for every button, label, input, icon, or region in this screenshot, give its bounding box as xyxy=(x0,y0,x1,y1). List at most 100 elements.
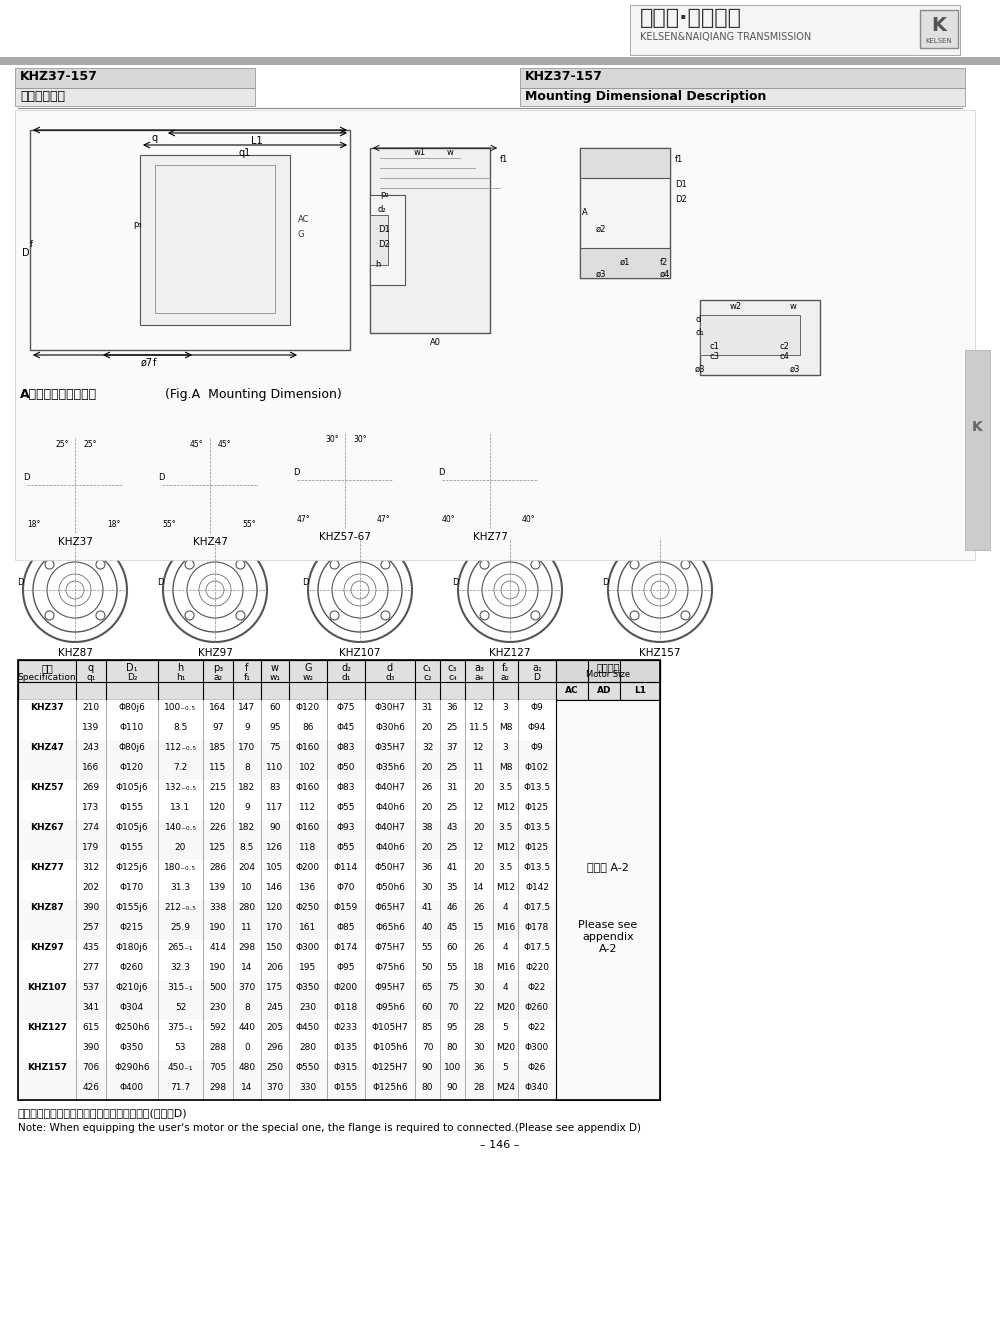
Text: Φ95: Φ95 xyxy=(337,964,355,972)
Text: AC: AC xyxy=(298,215,310,224)
Text: Φ75H7: Φ75H7 xyxy=(374,943,406,951)
Bar xyxy=(18,1060,660,1080)
Text: 46: 46 xyxy=(447,903,458,913)
Text: D: D xyxy=(158,472,164,482)
Text: q1: q1 xyxy=(239,148,251,158)
Text: 45: 45 xyxy=(447,923,458,931)
Text: 280: 280 xyxy=(299,1043,317,1052)
Text: 170: 170 xyxy=(238,743,256,752)
Text: Φ200: Φ200 xyxy=(296,863,320,872)
Text: 112: 112 xyxy=(299,803,317,812)
Text: 14: 14 xyxy=(241,1083,253,1092)
Text: 60: 60 xyxy=(422,1002,433,1012)
Text: f2: f2 xyxy=(660,258,668,267)
Text: c₂: c₂ xyxy=(423,672,432,682)
Text: D1: D1 xyxy=(675,180,687,189)
Text: 7.2: 7.2 xyxy=(173,764,188,772)
Text: 312: 312 xyxy=(82,863,100,872)
Text: D: D xyxy=(293,468,300,476)
Text: 9: 9 xyxy=(244,803,250,812)
Bar xyxy=(370,195,405,285)
Text: KHZ37: KHZ37 xyxy=(58,537,92,548)
Text: 20: 20 xyxy=(422,843,433,852)
Text: 414: 414 xyxy=(210,943,226,951)
Text: 10: 10 xyxy=(241,883,253,892)
Text: 71.7: 71.7 xyxy=(170,1083,191,1092)
Text: KHZ157: KHZ157 xyxy=(27,1063,67,1072)
Text: D: D xyxy=(22,248,30,258)
Text: c₁: c₁ xyxy=(423,663,432,672)
Text: a₂: a₂ xyxy=(213,672,223,682)
Text: 95: 95 xyxy=(447,1023,458,1032)
Text: 265₋₁: 265₋₁ xyxy=(168,943,193,951)
Text: c2: c2 xyxy=(780,342,790,352)
Text: D2: D2 xyxy=(378,240,390,250)
Text: Φ50: Φ50 xyxy=(337,764,355,772)
Text: c3: c3 xyxy=(710,352,720,361)
Text: 38: 38 xyxy=(422,823,433,832)
Text: 25: 25 xyxy=(447,764,458,772)
Text: h₁: h₁ xyxy=(176,672,185,682)
Text: 95: 95 xyxy=(269,723,281,731)
Text: Φ105h6: Φ105h6 xyxy=(372,1043,408,1052)
Text: 30: 30 xyxy=(422,883,433,892)
Text: D: D xyxy=(23,472,30,482)
Bar xyxy=(18,739,660,760)
Text: 210: 210 xyxy=(82,703,100,713)
Text: appendix: appendix xyxy=(582,931,634,942)
Text: 47°: 47° xyxy=(377,515,391,523)
Text: Φ80j6: Φ80j6 xyxy=(119,743,145,752)
Bar xyxy=(370,148,490,333)
Text: 195: 195 xyxy=(299,964,317,972)
Bar xyxy=(18,760,660,780)
Text: Φ35H7: Φ35H7 xyxy=(374,743,406,752)
Text: 见附录 A-2: 见附录 A-2 xyxy=(587,862,629,872)
Text: Φ105H7: Φ105H7 xyxy=(372,1023,408,1032)
Text: 50: 50 xyxy=(422,964,433,972)
Text: Φ125: Φ125 xyxy=(525,843,549,852)
Text: 243: 243 xyxy=(82,743,100,752)
Text: Φ102: Φ102 xyxy=(525,764,549,772)
Text: 83: 83 xyxy=(269,782,281,792)
Text: Φ13.5: Φ13.5 xyxy=(523,823,551,832)
Text: Φ22: Φ22 xyxy=(528,1023,546,1032)
Text: Φ9: Φ9 xyxy=(531,743,543,752)
Text: KHZ37-157: KHZ37-157 xyxy=(525,70,603,83)
Text: 257: 257 xyxy=(82,923,100,931)
Text: 136: 136 xyxy=(299,883,317,892)
Text: D: D xyxy=(602,578,608,586)
Text: 298: 298 xyxy=(238,943,256,951)
Text: Φ105j6: Φ105j6 xyxy=(116,782,148,792)
Text: Φ142: Φ142 xyxy=(525,883,549,892)
Text: 安装结构尺寸: 安装结构尺寸 xyxy=(20,90,65,103)
Text: 370: 370 xyxy=(238,982,256,992)
Text: Φ155: Φ155 xyxy=(120,843,144,852)
Text: 5: 5 xyxy=(503,1023,508,1032)
Text: Φ260: Φ260 xyxy=(120,964,144,972)
Text: f₁: f₁ xyxy=(244,672,250,682)
Bar xyxy=(520,68,965,89)
Text: KHZ127: KHZ127 xyxy=(27,1023,67,1032)
Bar xyxy=(556,660,660,682)
Text: f1: f1 xyxy=(500,154,508,164)
Text: 55°: 55° xyxy=(242,519,256,529)
Text: Φ300: Φ300 xyxy=(525,1043,549,1052)
Text: KHZ107: KHZ107 xyxy=(339,648,381,658)
Text: 86: 86 xyxy=(302,723,314,731)
Text: d: d xyxy=(387,663,393,672)
Text: M16: M16 xyxy=(496,964,515,972)
Text: 226: 226 xyxy=(210,823,226,832)
Text: 26: 26 xyxy=(422,782,433,792)
Text: Φ200: Φ200 xyxy=(334,982,358,992)
Bar xyxy=(520,89,965,106)
Text: Φ50H7: Φ50H7 xyxy=(374,863,406,872)
Text: KHZ47: KHZ47 xyxy=(30,743,64,752)
Text: 147: 147 xyxy=(238,703,256,713)
Text: Φ26: Φ26 xyxy=(528,1063,546,1072)
Text: 592: 592 xyxy=(209,1023,227,1032)
Text: Φ17.5: Φ17.5 xyxy=(523,903,551,913)
Text: Mounting Dimensional Description: Mounting Dimensional Description xyxy=(525,90,766,103)
Text: M12: M12 xyxy=(496,803,515,812)
Text: 20: 20 xyxy=(473,823,485,832)
Text: 706: 706 xyxy=(82,1063,100,1072)
